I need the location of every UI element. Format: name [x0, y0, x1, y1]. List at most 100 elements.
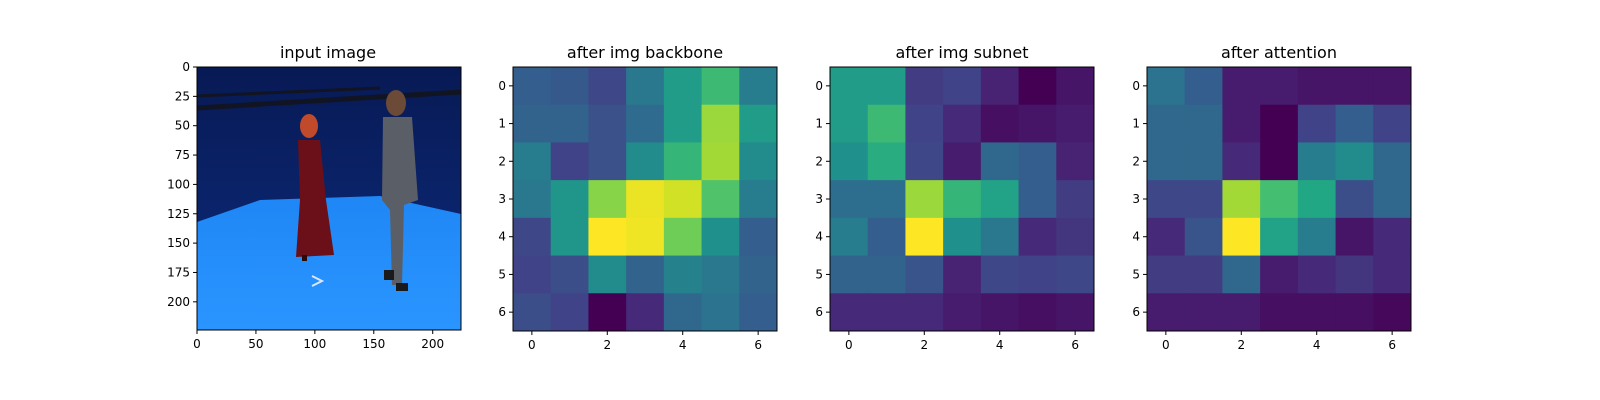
heatmap-cell	[550, 217, 589, 257]
heatmap-cell	[739, 255, 778, 294]
heatmap-cell	[1056, 217, 1095, 257]
heatmap-cell	[830, 217, 869, 257]
heatmap-cell	[905, 217, 944, 257]
panel-after-img-subnet: after img subnet 0 2 4 6 0 1 2 3 4 5 6	[815, 43, 1095, 352]
heatmap-cell	[739, 180, 778, 219]
heatmap-cell	[1184, 217, 1223, 257]
heatmap-cell	[1297, 255, 1337, 294]
heatmap-cell	[1018, 67, 1057, 106]
heatmap-cell	[588, 180, 627, 219]
heatmap-cell	[1184, 142, 1223, 181]
heatmap-cell	[830, 293, 869, 332]
heatmap-cell	[739, 293, 778, 332]
heatmap-cell	[626, 255, 665, 294]
heatmap-cell	[626, 180, 665, 219]
heatmap-cell	[867, 142, 906, 181]
heatmap-cell	[1335, 217, 1374, 257]
heatmap-cell	[1147, 255, 1186, 294]
heatmap-cell	[1373, 255, 1412, 294]
heatmap-cell	[830, 255, 869, 294]
y-tick-label: 6	[815, 305, 823, 319]
heatmap-cell	[1335, 180, 1374, 219]
x-tick-label: 2	[920, 338, 928, 352]
heatmap-cell	[1147, 293, 1186, 332]
studio-floor	[197, 196, 461, 330]
y-tick-label: 6	[498, 305, 506, 319]
heatmap-cell	[1056, 67, 1095, 106]
y-tick-label: 3	[498, 192, 506, 206]
heatmap-cell	[588, 217, 627, 257]
y-tick-label: 5	[498, 267, 506, 281]
heatmap-cell	[1335, 104, 1374, 143]
heatmap-cell	[513, 104, 552, 143]
heatmap-cell	[943, 142, 982, 181]
heatmap-cell	[905, 180, 944, 219]
heatmap-cell	[980, 293, 1020, 332]
heatmap-cell	[1260, 293, 1299, 332]
heatmap-cell	[1184, 255, 1223, 294]
heatmap-cell	[1373, 180, 1412, 219]
x-tick-label: 6	[1388, 338, 1396, 352]
heatmap-cell	[1335, 67, 1374, 106]
heatmap-cell	[1147, 104, 1186, 143]
heatmap-cell	[905, 104, 944, 143]
heatmap-cell	[701, 180, 740, 219]
x-tick-label: 6	[754, 338, 762, 352]
heatmap-cell	[1184, 104, 1223, 143]
heatmap-cell	[905, 67, 944, 106]
heatmap-cell	[701, 293, 740, 332]
y-tick-label: 0	[815, 79, 823, 93]
heatmap-cell	[1056, 104, 1095, 143]
heatmap-cell	[663, 217, 703, 257]
heatmap-cell	[513, 293, 552, 332]
panel-after-attention: after attention 0 2 4 6 0 1 2 3 4 5 6	[1132, 43, 1412, 352]
x-tick-label: 0	[1162, 338, 1170, 352]
heatmap-cell	[663, 104, 703, 143]
heatmap-cell	[905, 293, 944, 332]
heatmap-cell	[550, 142, 589, 181]
heatmap-cell	[1260, 104, 1299, 143]
heatmap-cell	[867, 67, 906, 106]
heatmap-cell	[550, 104, 589, 143]
heatmap-cell	[1184, 180, 1223, 219]
y-tick-label: 100	[167, 177, 190, 191]
heatmap-cell	[1297, 142, 1337, 181]
camera-rig-bar	[197, 89, 461, 111]
heatmap-cell	[1297, 293, 1337, 332]
heatmap-cell	[701, 217, 740, 257]
heatmap-cell	[739, 67, 778, 106]
heatmap-cell	[1222, 104, 1261, 143]
heatmap-cell	[1297, 67, 1337, 106]
heatmap-cell	[1373, 217, 1412, 257]
heatmap-cell	[588, 142, 627, 181]
heatmap-cell	[943, 67, 982, 106]
heatmap-cell	[663, 255, 703, 294]
heatmap-cell	[980, 217, 1020, 257]
heatmap-cell	[1297, 104, 1337, 143]
y-tick-label: 1	[498, 117, 506, 131]
heatmap-cell	[1222, 142, 1261, 181]
heatmap-cell	[1018, 142, 1057, 181]
heatmap-cell	[980, 255, 1020, 294]
x-tick-label: 4	[1313, 338, 1321, 352]
heatmap-cell	[513, 255, 552, 294]
heatmap-cell	[550, 67, 589, 106]
heatmap-cell	[867, 217, 906, 257]
heatmap-cell	[1297, 180, 1337, 219]
heatmap-cell	[905, 255, 944, 294]
y-tick-label: 0	[498, 79, 506, 93]
heatmap-cell	[1018, 180, 1057, 219]
heatmap-cell	[1147, 217, 1186, 257]
heatmap-cell	[1297, 217, 1337, 257]
panel-title: after attention	[1221, 43, 1337, 62]
x-tick-label: 0	[845, 338, 853, 352]
y-tick-label: 2	[1132, 154, 1140, 168]
y-tick-label: 0	[182, 60, 190, 74]
x-tick-label: 2	[1237, 338, 1245, 352]
y-tick-label: 5	[815, 267, 823, 281]
heatmap-cell	[1018, 104, 1057, 143]
heatmap-cell	[1222, 293, 1261, 332]
y-tick-label: 75	[175, 148, 190, 162]
x-tick-label: 50	[248, 337, 263, 351]
heatmap-cell	[663, 142, 703, 181]
